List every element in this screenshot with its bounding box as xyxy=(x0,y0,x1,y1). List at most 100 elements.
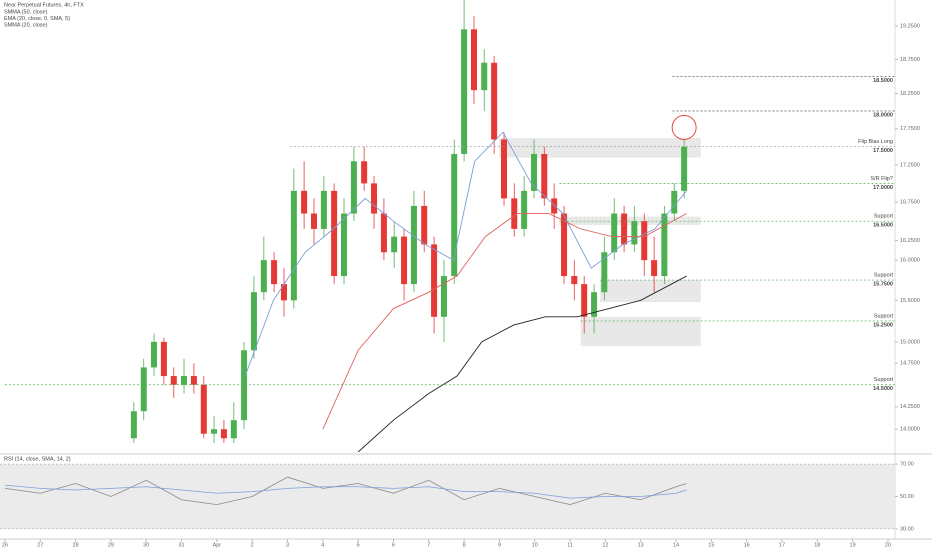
x-tick-label: 30 xyxy=(143,542,149,548)
level-label: S/R Flip? xyxy=(870,176,893,182)
x-tick-label: 11 xyxy=(567,542,573,548)
candle-body xyxy=(671,190,678,214)
x-tick-label: 19 xyxy=(850,542,856,548)
level-value-label: 18.5000 xyxy=(873,78,893,84)
y-tick-label: 14.2500 xyxy=(900,404,920,410)
x-tick-label: Apr xyxy=(213,542,222,548)
x-tick-label: 26 xyxy=(2,542,8,548)
moving-average xyxy=(244,131,687,377)
highlight-circle xyxy=(671,115,697,140)
candle-body xyxy=(631,221,638,245)
y-tick-label: 15.5000 xyxy=(900,298,920,304)
candle-body xyxy=(421,205,428,245)
candle-body xyxy=(230,420,237,439)
candle-body xyxy=(601,252,608,293)
candle-body xyxy=(591,292,598,317)
level-label: Support xyxy=(874,273,894,279)
rsi-tick-label: 50.00 xyxy=(900,494,914,500)
candle-body xyxy=(211,429,218,434)
level-label: Support xyxy=(874,377,894,383)
candle-body xyxy=(401,236,408,285)
x-tick-label: 29 xyxy=(108,542,114,548)
candle-body xyxy=(280,284,287,301)
x-tick-label: 9 xyxy=(498,542,501,548)
indicator-legend: EMA (20, close, 0, SMA, 5) xyxy=(4,16,70,22)
candle-body xyxy=(531,153,538,191)
candle-body xyxy=(470,29,477,91)
candle-body xyxy=(130,411,137,439)
x-tick-label: 14 xyxy=(673,542,679,548)
x-tick-label: 16 xyxy=(744,542,750,548)
candle-body xyxy=(641,221,648,261)
candle-body xyxy=(260,260,267,293)
level-value-label: 17.5000 xyxy=(873,148,893,154)
candle-body xyxy=(561,213,568,277)
candle-body xyxy=(651,260,658,277)
y-tick-label: 14.0000 xyxy=(900,427,920,433)
candle-body xyxy=(310,213,317,229)
zone xyxy=(580,316,701,347)
moving-average xyxy=(322,213,687,430)
candle-body xyxy=(461,29,468,154)
y-tick-label: 16.7500 xyxy=(900,200,920,206)
zone xyxy=(559,216,701,226)
level-label: Support xyxy=(874,214,894,220)
x-tick-label: 13 xyxy=(638,542,644,548)
x-tick-label: 8 xyxy=(463,542,466,548)
x-tick-label: 15 xyxy=(708,542,714,548)
candle-body xyxy=(511,198,518,229)
candle-body xyxy=(431,244,438,317)
y-tick-label: 16.0000 xyxy=(900,258,920,264)
candle-body xyxy=(621,213,628,245)
y-tick-label: 17.2500 xyxy=(900,162,920,168)
candle-body xyxy=(541,153,548,199)
rsi-legend: RSI (14, close, SMA, 14, 2) xyxy=(4,456,71,462)
candle-body xyxy=(150,341,157,368)
candle-body xyxy=(571,276,578,285)
candle-body xyxy=(170,376,177,385)
candle-body xyxy=(481,62,488,91)
rsi-tick-label: 70.00 xyxy=(900,462,914,468)
y-tick-label: 15.0000 xyxy=(900,339,920,345)
y-tick-label: 18.7500 xyxy=(900,57,920,63)
x-tick-label: 7 xyxy=(427,542,430,548)
x-tick-label: 3 xyxy=(286,542,289,548)
x-tick-label: 2 xyxy=(251,542,254,548)
candle-body xyxy=(320,190,327,229)
x-tick-label: 28 xyxy=(73,542,79,548)
candle-body xyxy=(611,213,618,253)
candle-body xyxy=(661,213,668,277)
candle-body xyxy=(410,205,417,285)
candle-body xyxy=(380,213,387,253)
rsi-tick-label: 30.00 xyxy=(900,526,914,532)
candle-body xyxy=(241,350,248,421)
candle-body xyxy=(341,213,348,277)
candle-body xyxy=(181,376,188,385)
y-tick-label: 16.2500 xyxy=(900,238,920,244)
y-tick-label: 19.2500 xyxy=(900,23,920,29)
level-value-label: 18.0000 xyxy=(873,112,893,118)
x-tick-label: 20 xyxy=(885,542,891,548)
candle-body xyxy=(440,276,447,317)
candle-body xyxy=(391,236,398,253)
candle-body xyxy=(581,284,588,317)
x-tick-label: 31 xyxy=(178,542,184,548)
candle-body xyxy=(681,146,688,191)
candle-body xyxy=(501,139,508,199)
indicator-legend: SMMA (50, close) xyxy=(4,9,48,15)
candle-body xyxy=(551,198,558,214)
x-tick-label: 12 xyxy=(602,542,608,548)
zone xyxy=(499,138,701,158)
main-pane xyxy=(130,0,701,452)
candle-body xyxy=(361,161,368,184)
candle-body xyxy=(331,190,338,277)
x-tick-label: 17 xyxy=(779,542,785,548)
x-tick-label: 10 xyxy=(532,542,538,548)
level-label: Flip Bias Long xyxy=(858,139,893,145)
x-tick-label: 5 xyxy=(357,542,360,548)
candle-body xyxy=(350,161,357,214)
x-tick-label: 4 xyxy=(321,542,324,548)
zone xyxy=(600,280,701,302)
x-tick-label: 6 xyxy=(392,542,395,548)
